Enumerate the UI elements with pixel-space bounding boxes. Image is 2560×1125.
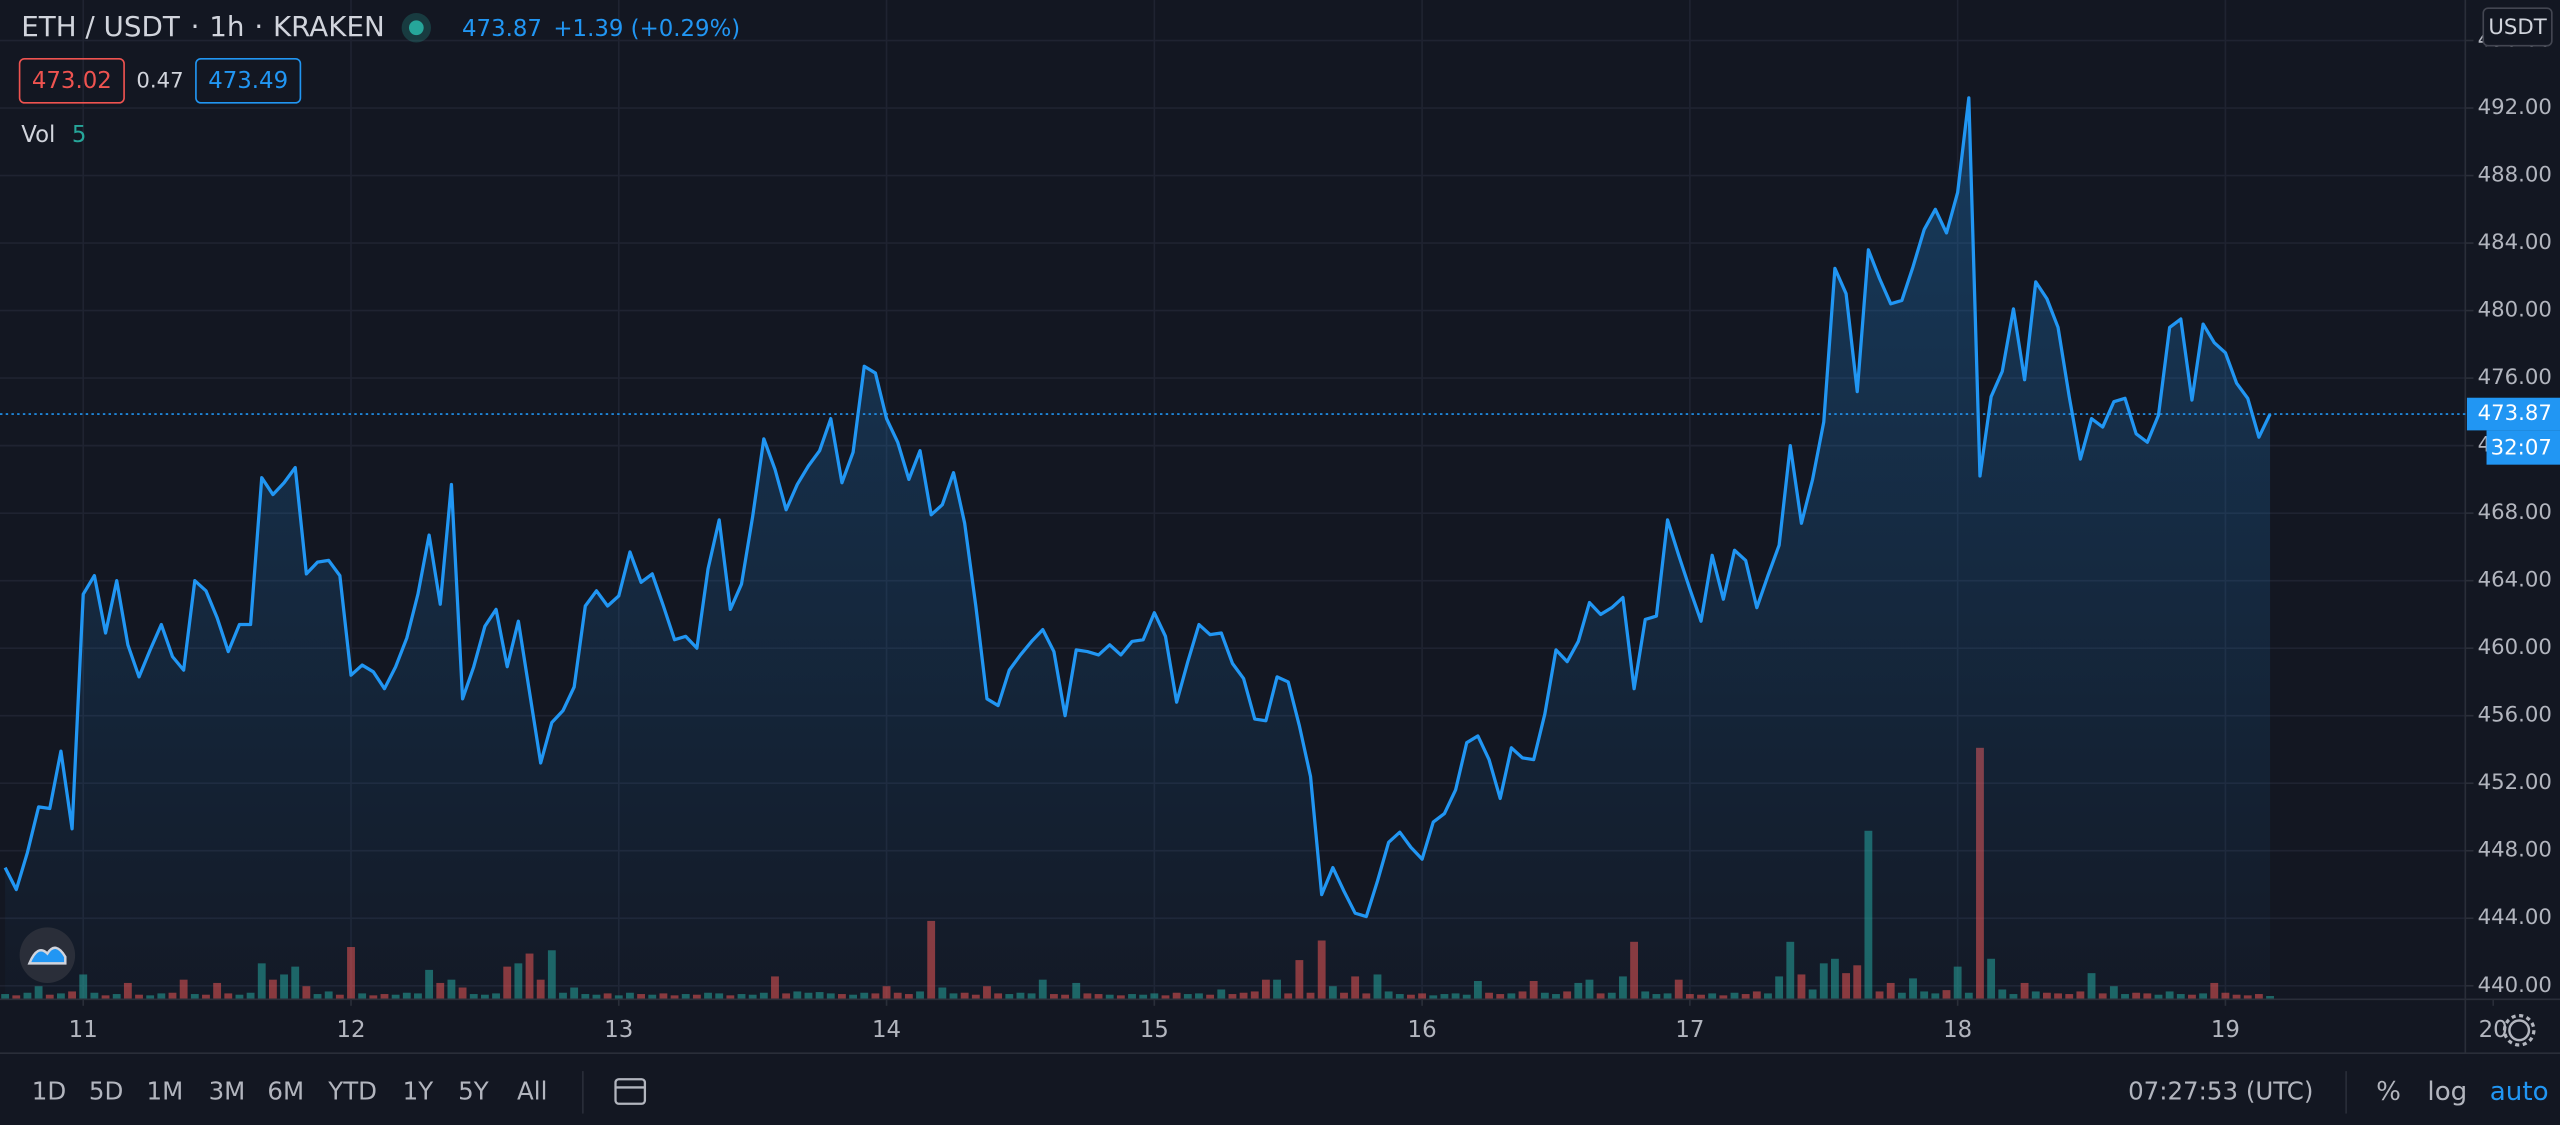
price-area: [5, 97, 2271, 1000]
separator: ·: [191, 10, 200, 43]
calendar-icon: [614, 1078, 647, 1105]
toolbar: 1D 5D 1M 3M 6M YTD 1Y 5Y All 07:27:53 (UTC)% log au…: [32, 1076, 2549, 1107]
bid-box: [18, 57, 125, 104]
volume-label: Vol: [21, 122, 55, 148]
range-button[interactable]: 1D: [32, 1076, 66, 1105]
last-price-badge: [2466, 397, 2560, 431]
y-tick-label: 440.00: [2478, 973, 2552, 998]
y-tick-label: 460.00: [2478, 635, 2552, 660]
scale-option[interactable]: %: [2376, 1077, 2401, 1107]
x-tick-label: 12: [336, 1017, 365, 1043]
range-button[interactable]: 3M: [209, 1076, 246, 1105]
logo-icon: [27, 946, 67, 965]
y-tick-label: 476.00: [2478, 365, 2552, 390]
x-tick-label: 14: [872, 1017, 901, 1043]
last-price: 473.87: [462, 16, 542, 42]
settings-icon[interactable]: [2508, 1019, 2531, 1042]
ask: 473.49: [208, 68, 288, 94]
range-button[interactable]: 5Y: [458, 1076, 489, 1105]
countdown-badge: [2486, 430, 2560, 465]
x-tick-label: 18: [1943, 1017, 1972, 1043]
y-tick-label: 452.00: [2478, 770, 2552, 795]
range-button[interactable]: 1Y: [403, 1076, 434, 1105]
countdown: 32:07: [2491, 435, 2552, 460]
volume-value: 5: [72, 122, 87, 148]
currency: USDT: [2488, 15, 2547, 40]
range-button[interactable]: 1M: [147, 1076, 184, 1105]
y-tick-label: 488.00: [2478, 163, 2552, 188]
x-tick-label: 11: [69, 1017, 98, 1043]
symbol[interactable]: ETH / USDT: [21, 10, 181, 43]
interval[interactable]: 1h: [209, 10, 244, 43]
clock[interactable]: 07:27:53 (UTC): [2128, 1076, 2313, 1105]
y-tick-label: 464.00: [2478, 568, 2552, 593]
bid: 473.02: [32, 68, 112, 94]
range-button[interactable]: YTD: [327, 1076, 377, 1105]
currency-badge[interactable]: [2482, 7, 2553, 47]
ask-box: [195, 57, 302, 104]
x-tick-label: 15: [1140, 1017, 1169, 1043]
price-pane: [3, 96, 2272, 1000]
scale-option[interactable]: log: [2427, 1077, 2467, 1107]
exchange: KRAKEN: [273, 10, 385, 43]
spread: 0.47: [136, 69, 183, 94]
y-tick-label: 492.00: [2478, 95, 2552, 120]
range-button[interactable]: 6M: [267, 1076, 304, 1105]
price-line: [3, 96, 2272, 919]
scale-option[interactable]: auto: [2490, 1077, 2549, 1107]
x-tick-label: 19: [2211, 1017, 2240, 1043]
y-tick-label: 480.00: [2478, 298, 2552, 323]
market-status-dot: [408, 20, 424, 36]
axes: 440.00 444.00 448.00 452.00 456.00 460.00 464.…: [0, 28, 2560, 1043]
y-tick-label: 444.00: [2478, 905, 2552, 930]
range-button[interactable]: 5D: [89, 1076, 123, 1105]
range-button[interactable]: All: [517, 1076, 547, 1105]
last-price-label: 473.87: [2478, 401, 2552, 426]
x-tick-label: 13: [604, 1017, 633, 1043]
separator: ·: [254, 10, 263, 43]
price-change: +1.39 (+0.29%): [553, 16, 740, 42]
settings-icon-teeth: [2502, 1013, 2536, 1047]
x-tick-label: 16: [1408, 1017, 1437, 1043]
y-tick-label: 484.00: [2478, 230, 2552, 255]
y-tick-label: 456.00: [2478, 703, 2552, 728]
y-tick-label: 468.00: [2478, 500, 2552, 525]
y-tick-label: 448.00: [2478, 838, 2552, 863]
date-range-icon[interactable]: [614, 1078, 647, 1105]
x-tick-label: 17: [1675, 1017, 1704, 1043]
